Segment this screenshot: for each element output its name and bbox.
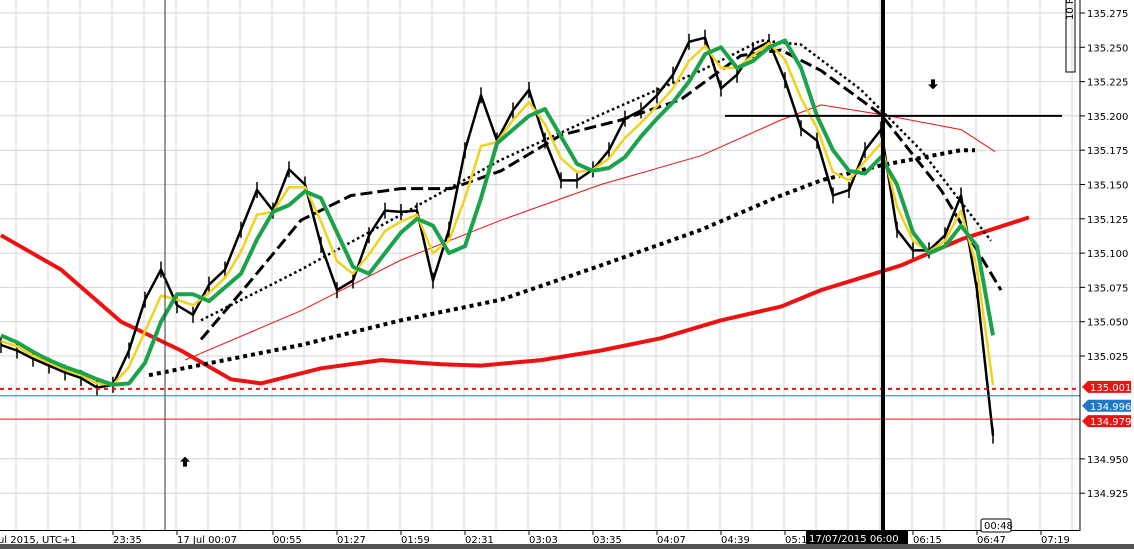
indicator-line (0, 38, 995, 387)
y-tick-label: 135.025 (1087, 352, 1128, 363)
grid (0, 0, 1080, 530)
y-axis: 135.275 135.250 135.225 135.200 135.175 135.1… (1080, 9, 1128, 500)
status-bar (0, 544, 1134, 549)
x-tick-label: 05:11 (785, 535, 814, 546)
moving-average-thin (184, 104, 996, 361)
y-tick-label: 135.250 (1087, 43, 1128, 54)
x-tick-label: 07:19 (1041, 535, 1070, 546)
arrow-up-icon (180, 456, 190, 467)
y-tick-label: 135.050 (1087, 318, 1128, 329)
x-tick-label: 17 Jul 00:07 (177, 535, 237, 546)
y-tick-label: 135.100 (1087, 249, 1128, 260)
x-tick-label: 23:35 (113, 535, 142, 546)
series-layer (0, 29, 1030, 444)
x-tick-label: 01:59 (401, 535, 430, 546)
moving-average-dashes (199, 48, 1003, 341)
y-tick-label: 134.925 (1087, 489, 1128, 500)
y-tick-label: 135.225 (1087, 78, 1128, 89)
x-axis-start-label: Jul 2015, UTC+1 (0, 535, 77, 546)
x-tick-label: 00:55 (273, 535, 302, 546)
price-tag (1082, 415, 1131, 428)
x-tick-label: 06:15 (913, 535, 942, 546)
x-tick-label: 03:03 (529, 535, 558, 546)
countdown-label: 00:48 (984, 521, 1013, 532)
crosshair-label: 17/07/2015 06:00 (809, 534, 899, 545)
y-tick-label: 135.175 (1087, 146, 1128, 157)
y-tick-label: 135.125 (1087, 215, 1128, 226)
scale-label: 10 P (1065, 0, 1076, 20)
x-tick-label: 02:31 (465, 535, 494, 546)
overlay-layer: 135.001 134.996 134.979 (0, 0, 1131, 530)
scale-indicator: 10 P (1065, 0, 1076, 73)
crosshair-time-label: 17/07/2015 06:00 (806, 531, 908, 545)
countdown-box: 00:48 (980, 518, 1013, 533)
y-tick-label: 135.275 (1087, 9, 1128, 20)
y-tick-label: 135.150 (1087, 181, 1128, 192)
moving-average-square-dots (148, 148, 975, 378)
x-tick-label: 04:39 (721, 535, 750, 546)
moving-average-thick (0, 215, 1030, 386)
x-tick-label: 03:35 (593, 535, 622, 546)
x-tick-label: 04:07 (657, 535, 686, 546)
x-tick-label: 01:27 (337, 535, 366, 546)
price-tag (1082, 380, 1131, 393)
price-tag-label: 135.001 (1090, 383, 1131, 394)
y-tick-label: 135.075 (1087, 283, 1128, 294)
x-axis: Jul 2015, UTC+1 23:35 17 Jul 00:07 00:55 01… (0, 530, 1070, 546)
y-tick-label: 134.950 (1087, 455, 1128, 466)
y-tick-label: 135.200 (1087, 112, 1128, 123)
price-tag-label: 134.979 (1090, 417, 1131, 428)
price-tag (1082, 399, 1131, 412)
x-tick-label: 06:47 (977, 535, 1006, 546)
arrow-down-icon (928, 79, 938, 90)
price-tag-label: 134.996 (1090, 402, 1131, 413)
moving-average-fine-dots (200, 39, 992, 322)
